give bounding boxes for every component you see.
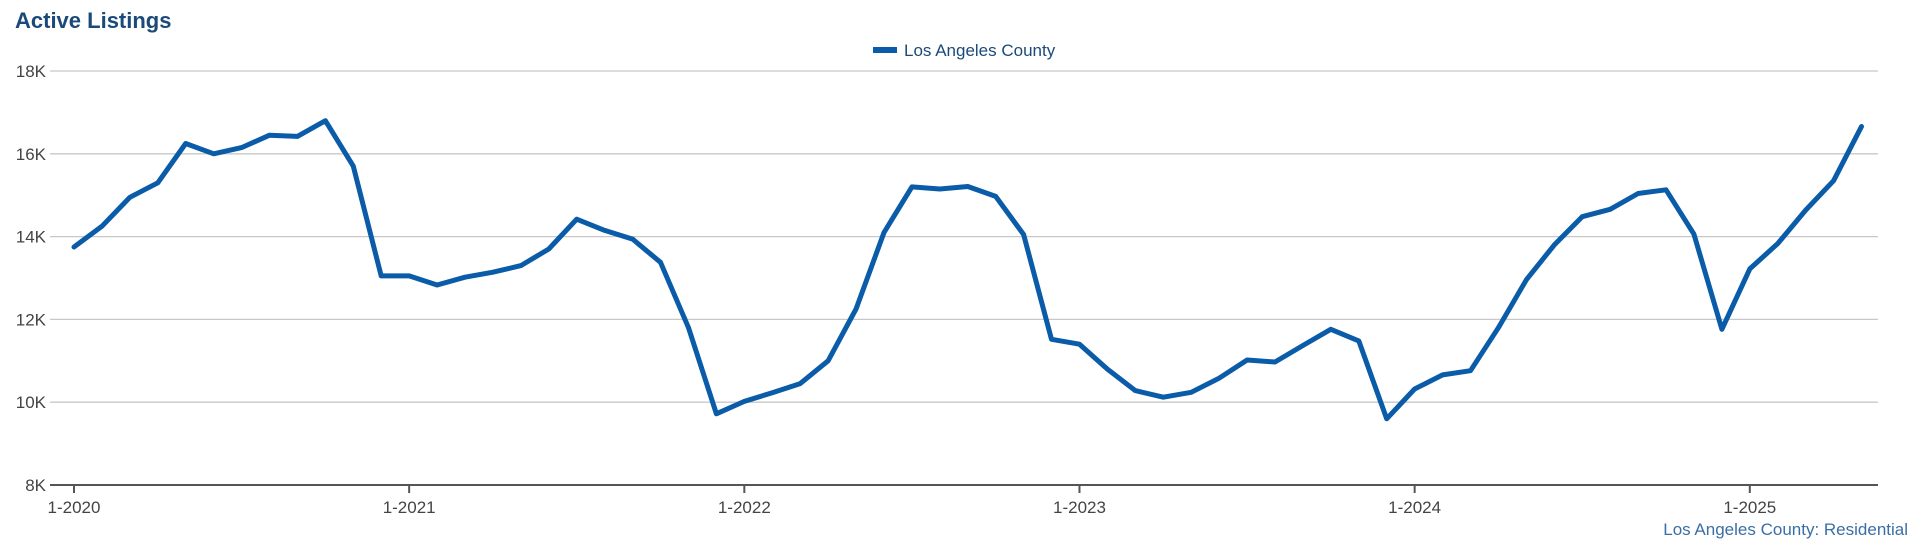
data-point (546, 246, 551, 252)
data-point (1747, 266, 1753, 272)
data-point (825, 358, 831, 363)
y-tick-label: 18K (16, 62, 47, 81)
data-point (1105, 366, 1110, 372)
data-point (881, 230, 887, 235)
y-tick-label: 10K (16, 393, 47, 412)
data-point (71, 244, 77, 250)
x-axis-ticks: 1-2020 1-2021 1-2022 1-2023 1-2024 1-2025 (48, 485, 1776, 517)
x-tick-label: 1-2023 (1053, 498, 1106, 517)
data-point (127, 195, 133, 200)
x-tick-label: 1-2025 (1723, 498, 1776, 517)
data-point (323, 118, 328, 123)
footer-caption: Los Angeles County: Residential (1663, 520, 1908, 539)
data-point (211, 151, 216, 156)
data-point (602, 228, 607, 233)
data-point (351, 164, 356, 169)
data-point (1775, 241, 1780, 246)
data-point (1244, 357, 1250, 363)
data-point (937, 186, 942, 192)
data-point (490, 270, 496, 275)
x-tick-label: 1-2024 (1388, 498, 1441, 517)
data-point (1719, 327, 1725, 332)
data-point (379, 273, 384, 279)
data-point (714, 411, 719, 416)
x-tick-label: 1-2021 (383, 498, 436, 517)
series-points (71, 118, 1864, 421)
y-tick-label: 14K (16, 228, 47, 247)
series-line-los-angeles-county (71, 118, 1864, 422)
y-tick-label: 8K (25, 476, 46, 495)
data-point (1216, 376, 1222, 381)
data-point (686, 325, 691, 330)
data-point (1133, 388, 1138, 393)
data-point (658, 260, 663, 265)
data-point (1608, 207, 1613, 212)
data-point (1468, 368, 1473, 373)
data-point (155, 180, 160, 185)
data-point (1859, 124, 1864, 129)
data-point (853, 306, 859, 312)
data-point (1580, 214, 1585, 219)
data-point (1077, 342, 1082, 347)
data-point (1300, 343, 1306, 348)
data-point (1328, 327, 1334, 332)
legend-label: Los Angeles County (904, 41, 1056, 60)
data-point (239, 145, 244, 150)
chart-title: Active Listings (15, 8, 172, 33)
data-point (1552, 242, 1557, 248)
data-point (1691, 231, 1697, 237)
data-point (1356, 338, 1362, 344)
data-point (1496, 325, 1501, 330)
data-point (434, 282, 440, 288)
x-tick-label: 1-2020 (48, 498, 101, 517)
data-point (574, 217, 579, 222)
data-point (1384, 416, 1389, 421)
data-point (1440, 372, 1445, 378)
data-point (1189, 390, 1194, 395)
data-point (267, 133, 272, 138)
data-point (909, 184, 915, 190)
data-point (99, 224, 105, 229)
data-point (407, 273, 412, 279)
data-point (798, 381, 803, 386)
data-point (1635, 191, 1641, 196)
grid-lines (50, 70, 1878, 486)
data-point (1412, 386, 1417, 392)
data-point (518, 263, 524, 268)
data-point (1021, 232, 1026, 237)
data-point (630, 236, 635, 242)
data-point (1831, 178, 1836, 183)
data-point (462, 275, 468, 280)
y-tick-label: 16K (16, 145, 47, 164)
data-point (965, 184, 970, 189)
data-point (1161, 395, 1166, 400)
data-point (183, 141, 188, 146)
data-point (770, 390, 775, 395)
data-point (1049, 337, 1054, 342)
y-axis-ticks: 8K 10K 12K 14K 16K 18K (16, 62, 47, 495)
y-tick-label: 12K (16, 310, 47, 329)
data-point (1272, 359, 1278, 365)
data-point (993, 194, 998, 199)
x-tick-label: 1-2022 (718, 498, 771, 517)
data-point (1803, 207, 1808, 213)
data-point (1663, 187, 1669, 192)
data-point (1524, 277, 1529, 282)
data-point (742, 399, 747, 404)
data-point (295, 134, 300, 139)
legend: Los Angeles County (873, 41, 1056, 60)
